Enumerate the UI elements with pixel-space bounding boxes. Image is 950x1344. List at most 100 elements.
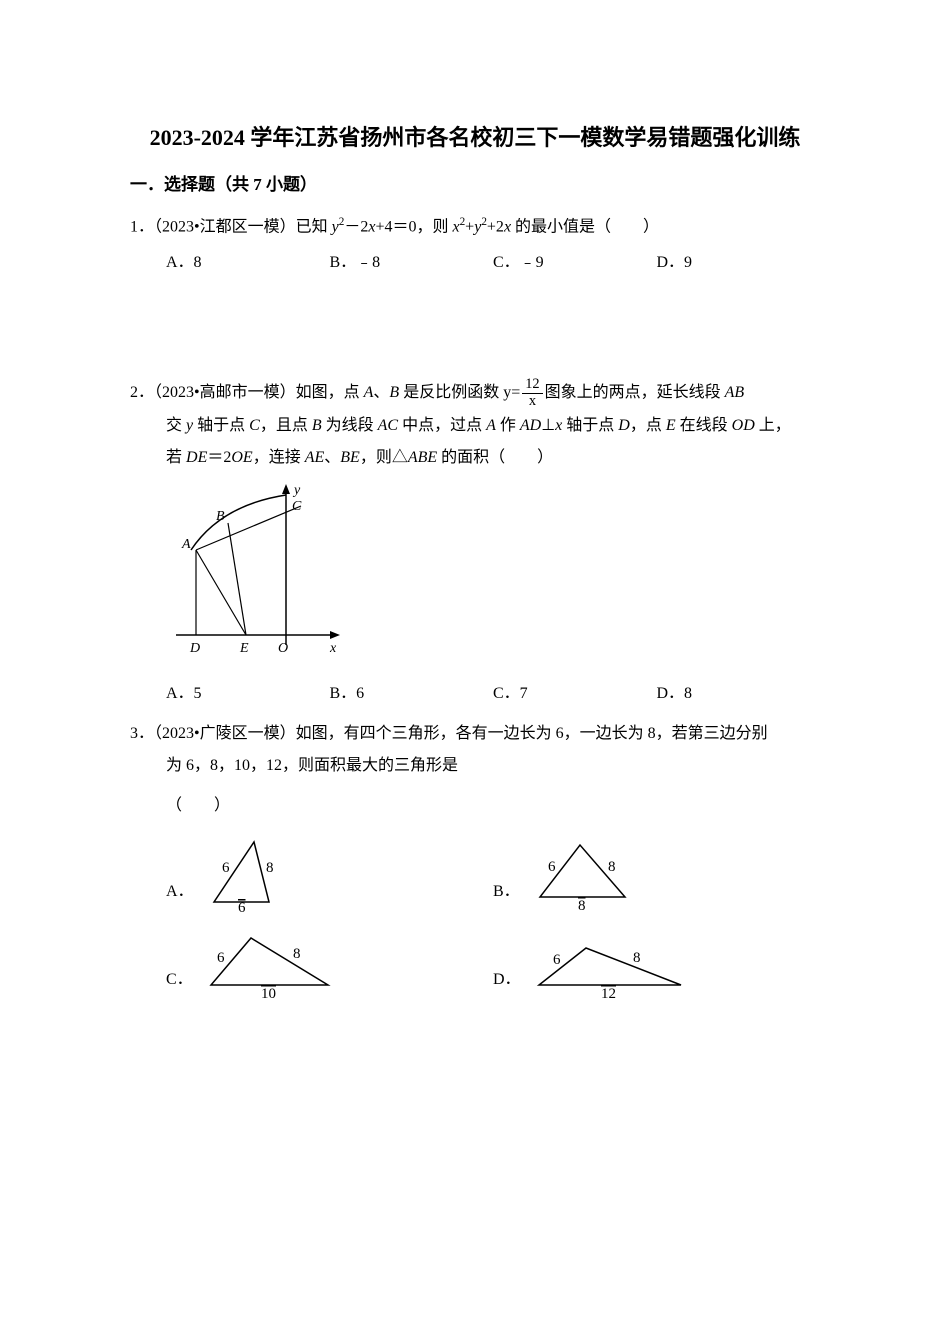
q3-option-a: A． 6 8 6 — [166, 832, 493, 912]
q3b-s2: 8 — [608, 859, 616, 875]
q2-l2d: 为线段 — [322, 417, 378, 434]
q3b-s3: 8 — [578, 898, 586, 912]
q2-label-B: B — [216, 509, 225, 524]
q1-options: A．8 B．﹣8 C．﹣9 D．9 — [130, 247, 820, 279]
q2-l3e: ，则△ — [360, 449, 408, 466]
q1-prefix: 1．（2023•江都区一模）已知 — [130, 218, 332, 235]
spacer — [130, 287, 820, 377]
q2-D: D — [618, 417, 630, 434]
q2-l2f: 作 — [496, 417, 520, 434]
q2-ABE: ABE — [408, 449, 437, 466]
q2-AD: AD — [520, 417, 541, 434]
q3d-s1: 6 — [553, 952, 561, 968]
q1-var-x2: x — [452, 218, 459, 235]
q1-var-x3: x — [504, 218, 511, 235]
q3-label-c: C． — [166, 964, 193, 1000]
question-2: 2．（2023•高邮市一模）如图，点 A、B 是反比例函数 y=12x图象上的两… — [130, 377, 820, 710]
q3-label-b: B． — [493, 876, 520, 912]
q2-B: B — [389, 384, 399, 401]
q3c-s3: 10 — [261, 986, 276, 1000]
q2-label-O: O — [278, 641, 288, 656]
q2-A: A — [364, 384, 374, 401]
q2-m3: 图象上的两点，延长线段 — [545, 384, 725, 401]
q3-svg-c: 6 8 10 — [203, 930, 353, 1000]
q2-option-b: B．6 — [330, 678, 494, 710]
q2-figure: y x A B C D E O — [166, 480, 820, 672]
question-3: 3．（2023•广陵区一模）如图，有四个三角形，各有一边长为 6，一边长为 8，… — [130, 718, 820, 1018]
q3-label-d: D． — [493, 964, 521, 1000]
q2-B2: B — [312, 417, 322, 434]
q1-text: 1．（2023•江都区一模）已知 y2－2x+4＝0，则 x2+y2+2x 的最… — [130, 211, 820, 243]
q1-t3: + — [465, 218, 474, 235]
q2-l3b: ＝2 — [207, 449, 231, 466]
q1-t2: +4＝0，则 — [375, 218, 452, 235]
page-title: 2023-2024 学年江苏省扬州市各名校初三下一模数学易错题强化训练 — [130, 120, 820, 152]
q1-option-d: D．9 — [657, 247, 821, 279]
q2-l2h: 轴于点 — [562, 417, 618, 434]
q2-l2a: 交 — [166, 417, 186, 434]
q2-frac-num: 12 — [522, 377, 542, 394]
q2-OD: OD — [732, 417, 755, 434]
q3-svg-d: 6 8 12 — [531, 940, 701, 1000]
q2-option-d: D．8 — [657, 678, 821, 710]
q2-l3f: 的面积（ ） — [437, 449, 553, 466]
q2-AC: AC — [378, 417, 398, 434]
q1-suffix: 的最小值是（ ） — [511, 218, 659, 235]
q1-option-c: C．﹣9 — [493, 247, 657, 279]
q2-l3d: 、 — [324, 449, 340, 466]
section-header: 一．选择题（共 7 小题） — [130, 170, 820, 195]
q3-image-options: A． 6 8 6 B． 6 8 8 C． 6 8 10 — [130, 832, 820, 1018]
q2-A2: A — [486, 417, 496, 434]
q2-AB: AB — [725, 384, 745, 401]
q3c-s2: 8 — [293, 946, 301, 962]
q2-BE: BE — [340, 449, 360, 466]
q1-option-b: B．﹣8 — [330, 247, 494, 279]
q2-l2e: 中点，过点 — [398, 417, 486, 434]
q2-frac-den: x — [526, 394, 539, 410]
q2-svg: y x A B C D E O — [166, 480, 346, 660]
q3-line2: 为 6，8，10，12，则面积最大的三角形是 — [130, 750, 820, 782]
q2-options: A．5 B．6 C．7 D．8 — [130, 678, 820, 710]
q1-option-a: A．8 — [166, 247, 330, 279]
q3d-s3: 12 — [601, 986, 616, 1000]
q2-label-D: D — [189, 641, 200, 656]
q1-t4: +2 — [487, 218, 504, 235]
q2-AE: AE — [305, 449, 325, 466]
q2-fraction: 12x — [522, 377, 542, 410]
q2-l2k: 上， — [755, 417, 791, 434]
q3-paren: （ ） — [130, 790, 820, 822]
q2-m2: 是反比例函数 — [399, 384, 503, 401]
q3-option-b: B． 6 8 8 — [493, 832, 820, 912]
q3-option-d: D． 6 8 12 — [493, 930, 820, 1000]
question-1: 1．（2023•江都区一模）已知 y2－2x+4＝0，则 x2+y2+2x 的最… — [130, 211, 820, 279]
q3b-s1: 6 — [548, 859, 556, 875]
q2-option-c: C．7 — [493, 678, 657, 710]
q2-m1: 、 — [373, 384, 389, 401]
q2-l2i: ，点 — [630, 417, 666, 434]
q2-l2g: ⊥ — [541, 417, 555, 434]
q3-option-c: C． 6 8 10 — [166, 930, 493, 1000]
q2-label-C: C — [292, 499, 302, 514]
q2-prefix: 2．（2023•高邮市一模）如图，点 — [130, 384, 364, 401]
q2-l3a: 若 — [166, 449, 186, 466]
q2-l2b: 轴于点 — [193, 417, 249, 434]
q2-axis-x-label: x — [329, 641, 337, 656]
q2-label-A: A — [181, 537, 191, 552]
q3d-s2: 8 — [633, 950, 641, 966]
q3a-s2: 8 — [266, 860, 274, 876]
q2-DE: DE — [186, 449, 207, 466]
q2-axis-y-label: y — [292, 483, 301, 498]
q2-line2: 交 y 轴于点 C，且点 B 为线段 AC 中点，过点 A 作 AD⊥x 轴于点… — [130, 410, 820, 442]
q3c-s1: 6 — [217, 950, 225, 966]
q2-OE: OE — [231, 449, 252, 466]
q2-line3: 若 DE＝2OE，连接 AE、BE，则△ABE 的面积（ ） — [130, 442, 820, 474]
q1-var-y: y — [332, 218, 339, 235]
q3-label-a: A． — [166, 876, 194, 912]
q3-svg-b: 6 8 8 — [530, 837, 660, 912]
q2-line1: 2．（2023•高邮市一模）如图，点 A、B 是反比例函数 y=12x图象上的两… — [130, 377, 820, 410]
q2-label-E: E — [239, 641, 249, 656]
q1-t1: －2 — [344, 218, 368, 235]
q3-svg-a: 6 8 6 — [204, 832, 314, 912]
q3a-s3: 6 — [238, 900, 246, 912]
q2-l3c: ，连接 — [253, 449, 305, 466]
